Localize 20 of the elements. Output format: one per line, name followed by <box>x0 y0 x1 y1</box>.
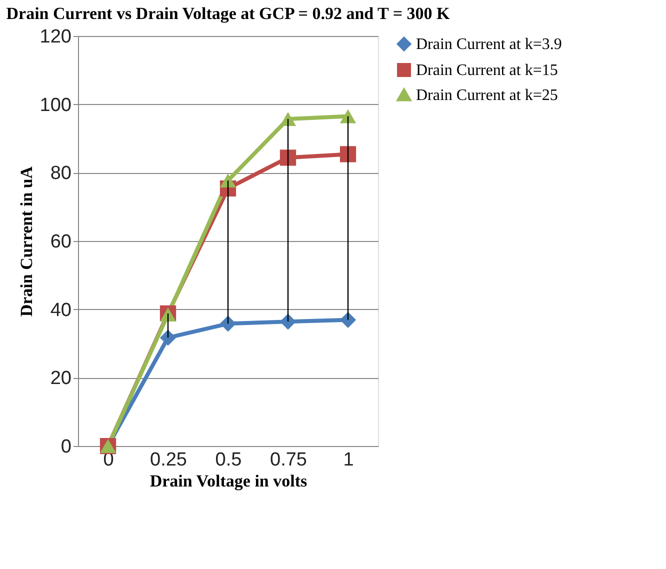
x-tick-label: 0.5 <box>215 450 242 470</box>
x-tick-label: 1 <box>343 450 354 470</box>
point <box>220 316 236 332</box>
y-tick-label: 40 <box>50 300 72 321</box>
x-tick-label: 0.25 <box>150 450 187 470</box>
legend-label: Drain Current at k=3.9 <box>416 36 562 53</box>
point <box>160 330 176 346</box>
y-tick-label: 60 <box>50 232 72 252</box>
legend-label: Drain Current at k=15 <box>416 62 558 79</box>
x-axis-title: Drain Voltage in volts <box>150 472 308 490</box>
y-tick-label: 80 <box>50 163 72 184</box>
y-axis-title: Drain Current in uA <box>16 166 36 317</box>
point <box>280 314 296 330</box>
legend-label: Drain Current at k=25 <box>416 87 558 104</box>
chart-title: Drain Current vs Drain Voltage at GCP = 0.92 and T = 300 K <box>6 4 451 23</box>
y-tick-label: 20 <box>50 368 72 390</box>
x-tick-label: 0.75 <box>270 450 307 470</box>
y-tick-label: 120 <box>40 26 72 48</box>
y-tick-label: 0 <box>60 436 72 458</box>
y-tick-label: 100 <box>40 94 72 116</box>
